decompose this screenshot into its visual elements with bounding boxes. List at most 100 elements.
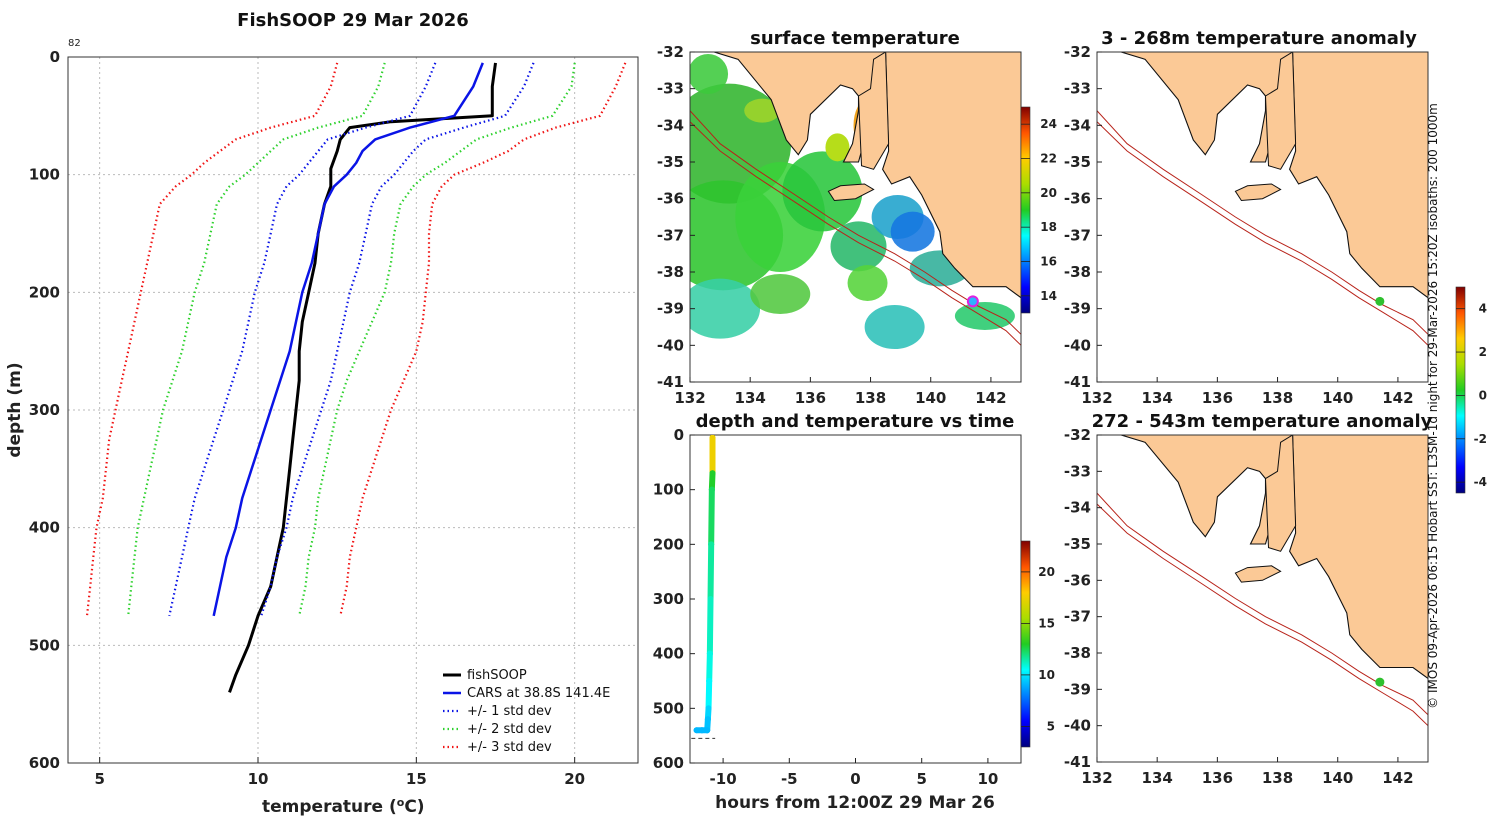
profile-xtick-label: 10: [248, 770, 269, 788]
profile-legend-label: CARS at 38.8S 141.4E: [467, 686, 610, 701]
profile-axes-frame: [67, 56, 639, 764]
profile-series-line: [168, 62, 437, 617]
map-isobath-1000: [1097, 121, 1428, 346]
map-xtick-label: 142: [1382, 769, 1413, 787]
map-isobath-1000: [1097, 503, 1428, 727]
profile-legend-label: +/- 2 std dev: [467, 722, 552, 737]
profile-ytick-label: 600: [29, 754, 60, 772]
map-isobath-200: [690, 110, 1021, 335]
map-ytick-label: -35: [1064, 535, 1091, 553]
profile-series-line: [260, 62, 535, 617]
sst-field-patch: [954, 302, 1015, 330]
map-isobath-200: [1097, 492, 1428, 716]
map-ytick-label: -36: [1064, 190, 1091, 208]
map-xtick-label: 138: [855, 389, 886, 407]
map-xtick-label: 140: [1322, 769, 1353, 787]
timeseries-xtick-label: -10: [710, 770, 737, 788]
anomaly-colorbar-label: 0: [1479, 388, 1487, 402]
sst-colorbar-label: 18: [1040, 220, 1057, 234]
anomaly-colorbar-bar: [1455, 286, 1466, 494]
timeseries-ytick-label: 0: [674, 426, 684, 444]
sst-colorbar: [1020, 106, 1031, 314]
timeseries-track-segment: [708, 486, 715, 548]
copyright-text: © IMOS 09-Apr-2026 06:15 Hobart SST: L3S…: [1426, 103, 1440, 709]
map-xtick-label: 132: [1081, 769, 1112, 787]
profile-series-line: [212, 62, 484, 617]
sst-field-patch: [750, 274, 811, 314]
timeseries-data-point: [709, 470, 716, 477]
map-xtick-label: 134: [1142, 389, 1173, 407]
timeseries-xtick-label: 0: [850, 770, 860, 788]
sst-colorbar-label: 14: [1040, 289, 1057, 303]
sst-gulf-patch: [825, 133, 850, 162]
sst-colorbar-label: 20: [1040, 186, 1057, 200]
map-xtick-label: 136: [1202, 769, 1233, 787]
profile-ytick-label: 500: [29, 636, 60, 654]
sst-field-patch: [690, 54, 729, 94]
map-kangaroo-island: [1234, 183, 1282, 202]
map-ytick-label: -39: [1064, 680, 1091, 698]
sst-field-patch: [847, 265, 888, 301]
profile-xtick-label: 5: [94, 770, 104, 788]
profile-corner-label: 82: [68, 38, 81, 49]
timeseries-data-point: [706, 650, 713, 657]
sst-colorbar-label: 22: [1040, 152, 1057, 166]
anomaly-upper-title: 3 - 268m temperature anomaly: [1101, 28, 1417, 49]
sst-colorbar-label: 16: [1040, 255, 1057, 269]
timeseries-data-point: [706, 678, 713, 684]
anomaly-deployment-marker: [1375, 677, 1385, 687]
timeseries-data-point: [704, 716, 711, 723]
map-ytick-label: -35: [1064, 153, 1091, 171]
map-isobath-1000: [690, 121, 1021, 346]
anomaly-colorbar-label: -2: [1474, 432, 1487, 446]
sst-field-patch: [782, 151, 863, 232]
timeseries-data-point: [709, 459, 716, 466]
sst-deployment-marker: [966, 295, 979, 308]
map-ytick-label: -40: [1064, 336, 1091, 354]
anomaly-colorbar-label: 4: [1479, 302, 1487, 316]
map-ytick-label: -40: [1064, 717, 1091, 735]
map-ytick-label: -40: [657, 336, 684, 354]
profile-title: FishSOOP 29 Mar 2026: [237, 10, 469, 31]
map-xtick-label: 142: [975, 389, 1006, 407]
map-xtick-label: 134: [1142, 769, 1173, 787]
profile-xlabel: temperature (oC): [262, 796, 425, 818]
timeseries-xtick-label: 5: [916, 770, 926, 788]
timeseries-colorbar-label: 15: [1038, 616, 1055, 630]
profile-ytick-label: 200: [29, 283, 60, 301]
map-frame: [1096, 434, 1429, 763]
profile-legend-label: fishSOOP: [467, 668, 527, 683]
profile-ytick-label: 300: [29, 401, 60, 419]
profile-legend-label: +/- 1 std dev: [467, 704, 552, 719]
timeseries-xtick-label: -5: [781, 770, 798, 788]
timeseries-ytick-label: 500: [653, 699, 684, 717]
sst-colorbar-label: 24: [1040, 117, 1057, 131]
map-ytick-label: -41: [1064, 753, 1091, 771]
map-ytick-label: -34: [657, 116, 684, 134]
timeseries-data-point: [704, 727, 711, 734]
profile-xtick-label: 20: [564, 770, 585, 788]
timeseries-data-point: [708, 486, 715, 493]
timeseries-points-group: [693, 435, 716, 734]
map-yorke-peninsula: [857, 52, 890, 170]
timeseries-track-segment: [706, 596, 714, 657]
timeseries-data-point: [709, 435, 716, 441]
map-xtick-label: 132: [1081, 389, 1112, 407]
map-isobath-200: [1097, 110, 1428, 335]
sst-field-patch: [890, 211, 935, 252]
map-ytick-label: -34: [1064, 116, 1091, 134]
map-kangaroo-island: [827, 183, 875, 202]
map-ytick-label: -34: [1064, 499, 1091, 517]
profile-ytick-label: 0: [50, 48, 60, 66]
map-yorke-peninsula: [1264, 52, 1297, 170]
timeseries-ytick-label: 400: [653, 645, 684, 663]
map-ytick-label: -39: [1064, 300, 1091, 318]
sst-field-patch: [744, 98, 781, 123]
sst-field-patch: [864, 305, 925, 349]
sst-field-patch: [690, 278, 761, 339]
profile-legend-label: +/- 3 std dev: [467, 740, 552, 755]
map-xtick-label: 138: [1262, 769, 1293, 787]
map-ytick-label: -38: [657, 263, 684, 281]
